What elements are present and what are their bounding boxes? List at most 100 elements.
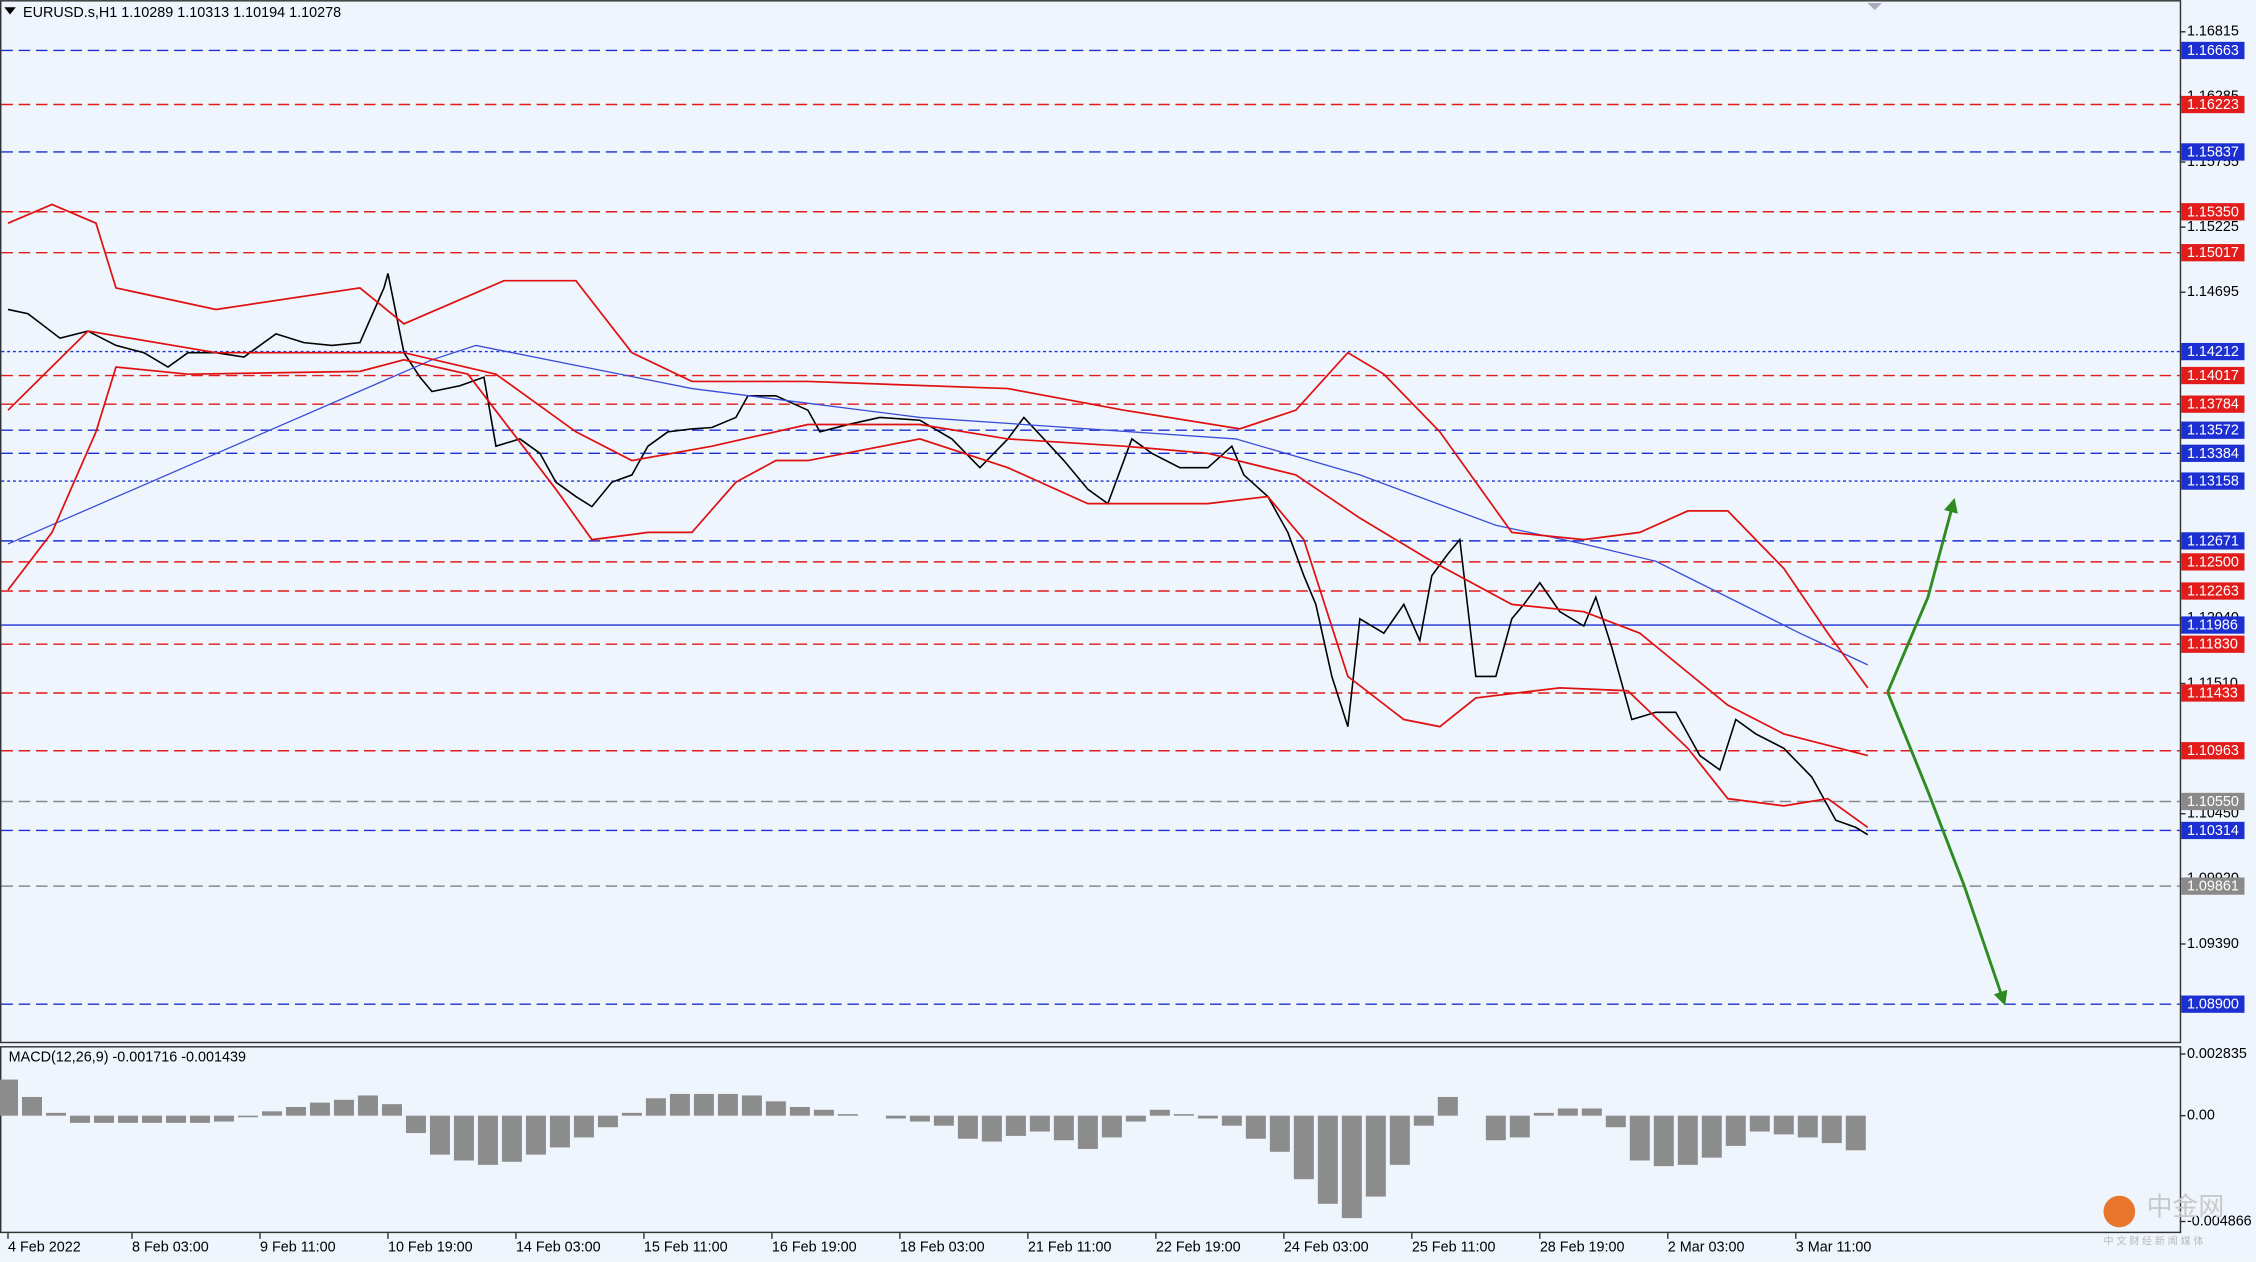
- macd-bar: [765, 1101, 786, 1116]
- level-label: 1.09861: [2187, 879, 2239, 895]
- level-label: 1.16223: [2187, 97, 2239, 113]
- macd-bar: [1485, 1115, 1506, 1141]
- macd-panel: [0, 1046, 2182, 1234]
- level-label: 1.15017: [2187, 245, 2239, 261]
- x-tick-label: 21 Feb 11:00: [1028, 1239, 1112, 1255]
- level-label-box: [2181, 995, 2245, 1013]
- macd-bar: [165, 1115, 186, 1123]
- macd-bar: [813, 1109, 834, 1116]
- macd-bar: [957, 1115, 978, 1139]
- macd-bar: [933, 1115, 954, 1126]
- x-tick-label: 28 Feb 19:00: [1540, 1239, 1625, 1255]
- macd-bar: [1605, 1115, 1626, 1128]
- level-label: 1.08900: [2187, 997, 2239, 1013]
- macd-bar: [1773, 1115, 1794, 1135]
- x-tick-label: 22 Feb 19:00: [1156, 1239, 1241, 1255]
- level-label-box: [2181, 742, 2245, 760]
- level-label: 1.13158: [2187, 474, 2239, 490]
- macd-bar: [1821, 1115, 1842, 1144]
- level-label-box: [2181, 472, 2245, 490]
- macd-bar: [741, 1095, 762, 1116]
- level-label: 1.10314: [2187, 823, 2239, 839]
- x-tick-label: 2 Mar 03:00: [1668, 1239, 1745, 1255]
- level-label-box: [2181, 877, 2245, 895]
- macd-bar: [117, 1115, 138, 1123]
- macd-bar: [789, 1106, 810, 1116]
- x-tick-label: 3 Mar 11:00: [1796, 1239, 1872, 1255]
- x-tick-label: 14 Feb 03:00: [516, 1239, 601, 1255]
- macd-bar: [1221, 1115, 1242, 1126]
- macd-bar: [405, 1115, 426, 1134]
- series-line: [7, 358, 1869, 829]
- macd-bar: [285, 1106, 306, 1116]
- y-tick-label: 1.14695: [2187, 284, 2239, 300]
- series-line: [7, 273, 1869, 836]
- macd-bar: [501, 1115, 522, 1162]
- level-label: 1.11433: [2187, 686, 2238, 702]
- macd-bar: [429, 1115, 450, 1155]
- macd-bar: [1365, 1115, 1386, 1197]
- macd-bar: [213, 1115, 234, 1122]
- macd-bar: [573, 1115, 594, 1138]
- level-label-box: [2181, 95, 2245, 114]
- level-label: 1.10550: [2187, 794, 2239, 810]
- macd-bar: [1389, 1115, 1410, 1165]
- macd-title: MACD(12,26,9) -0.001716 -0.001439: [9, 1049, 246, 1065]
- series-line: [7, 330, 1868, 757]
- x-tick-label: 24 Feb 03:00: [1284, 1239, 1369, 1255]
- macd-bar: [69, 1115, 90, 1123]
- macd-bar: [141, 1115, 162, 1123]
- macd-bar: [1293, 1115, 1314, 1180]
- macd-bar: [1437, 1096, 1458, 1116]
- macd-bar: [0, 1079, 18, 1116]
- x-tick-label: 18 Feb 03:00: [900, 1239, 985, 1255]
- x-tick-label: 4 Feb 2022: [8, 1239, 81, 1255]
- macd-bar: [1269, 1115, 1290, 1152]
- macd-bar: [1701, 1115, 1722, 1158]
- level-label: 1.10963: [2187, 743, 2239, 759]
- level-label-box: [2181, 553, 2245, 571]
- level-label: 1.12263: [2187, 584, 2239, 600]
- scroll-marker: [1867, 2, 1882, 11]
- level-label: 1.14212: [2187, 344, 2239, 360]
- macd-bar: [357, 1095, 378, 1116]
- macd-bar: [1749, 1115, 1770, 1132]
- macd-bar: [1845, 1115, 1866, 1151]
- macd-bar: [1725, 1115, 1746, 1146]
- macd-bar: [597, 1115, 618, 1128]
- macd-bar: [1797, 1115, 1818, 1138]
- macd-bar: [909, 1115, 930, 1122]
- level-label-box: [2181, 532, 2245, 550]
- arrow-down: [1886, 691, 2008, 1006]
- level-label: 1.14017: [2187, 368, 2239, 384]
- macd-bar: [45, 1112, 66, 1116]
- macd-bar: [525, 1115, 546, 1155]
- macd-bar: [1413, 1115, 1434, 1126]
- series-line: [7, 203, 1869, 689]
- macd-bar: [1197, 1115, 1218, 1119]
- y-tick-label: 1.09390: [2187, 936, 2239, 952]
- level-label: 1.11830: [2187, 637, 2238, 653]
- y-tick-label: 1.15225: [2187, 219, 2239, 235]
- level-label-box: [2181, 342, 2245, 361]
- series-line: [7, 344, 1869, 666]
- level-label-box: [2181, 635, 2245, 653]
- watermark-tagline: 中 文 财 经 新 闻 媒 体: [2103, 1234, 2203, 1247]
- macd-bar: [477, 1115, 498, 1165]
- macd-bar: [1053, 1115, 1074, 1141]
- level-label-box: [2181, 143, 2245, 161]
- macd-bar: [381, 1104, 402, 1116]
- macd-bar: [1341, 1115, 1362, 1219]
- level-label-box: [2181, 366, 2245, 385]
- macd-bar: [1557, 1108, 1578, 1116]
- macd-bar: [93, 1115, 114, 1123]
- macd-bar: [981, 1115, 1002, 1142]
- level-label-box: [2181, 244, 2245, 262]
- macd-bar: [1173, 1114, 1194, 1116]
- macd-bar: [333, 1099, 354, 1116]
- macd-bar: [261, 1111, 282, 1116]
- level-label: 1.15837: [2187, 144, 2239, 160]
- level-label-box: [2181, 395, 2245, 413]
